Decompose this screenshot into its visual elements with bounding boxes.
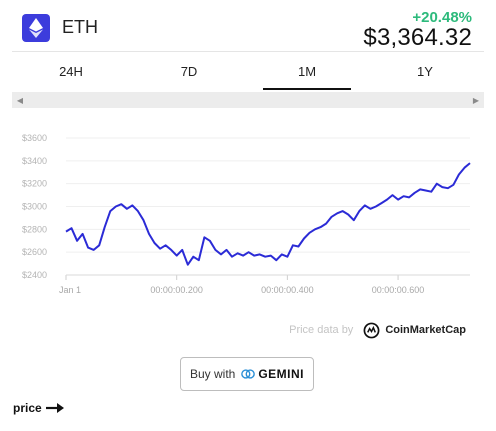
price-chart[interactable]: $3600 $3400 $3200 $3000 $2800 $2600 $2400 Jan … [0, 116, 496, 306]
chart-gridlines [66, 137, 470, 276]
triangle-right-icon[interactable]: ▶ [472, 95, 480, 105]
gemini-brand: GEMINI [258, 367, 305, 381]
y-tick-label: $2400 [22, 270, 47, 280]
y-tick-label: $3600 [22, 133, 47, 143]
tab-7d[interactable]: 7D [180, 63, 198, 79]
tab-1y[interactable]: 1Y [417, 63, 433, 79]
price-label: price [13, 401, 42, 415]
x-tick-label: 00:00:00.200 [150, 285, 203, 295]
coin-name: ETH [62, 17, 98, 37]
credit-prefix: Price data by [289, 324, 354, 336]
x-tick-label: 00:00:00.400 [261, 285, 314, 295]
price-link[interactable]: price [13, 401, 64, 415]
tab-1m[interactable]: 1M [248, 52, 366, 90]
coin-header: ETH +20.48% $3,364.32 [0, 0, 496, 56]
x-axis-ticks: Jan 1 00:00:00.200 00:00:00.400 00:00:00.60… [59, 274, 470, 295]
buy-label: Buy with [189, 367, 236, 381]
triangle-left-icon[interactable]: ◀ [16, 95, 24, 105]
current-price: $3,364.32 [363, 24, 472, 51]
y-tick-label: $3200 [22, 179, 47, 189]
y-tick-label: $2600 [22, 247, 47, 257]
x-tick-label: Jan 1 [59, 285, 81, 295]
tab-24h[interactable]: 24H [59, 63, 83, 79]
gemini-logo-icon [241, 369, 256, 379]
coinmarketcap-logo-icon [363, 322, 380, 338]
header-divider [12, 51, 484, 52]
arrow-right-icon [45, 403, 64, 413]
price-line-series [65, 162, 471, 266]
chart-scrollbar[interactable]: ◀ ▶ [12, 92, 484, 108]
x-tick-label: 00:00:00.600 [372, 285, 425, 295]
y-axis-ticks: $3600 $3400 $3200 $3000 $2800 $2600 $2400 [22, 133, 47, 280]
data-credit[interactable]: Price data by CoinMarketCap [289, 320, 466, 340]
credit-brand: CoinMarketCap [385, 324, 466, 336]
price-change-percent: +20.48% [412, 9, 472, 26]
y-tick-label: $3000 [22, 202, 47, 212]
buy-with-gemini-button[interactable]: Buy with GEMINI [180, 357, 314, 391]
time-range-tabs: 24H 7D 1M 1Y [12, 52, 484, 90]
y-tick-label: $2800 [22, 224, 47, 234]
ethereum-diamond-icon [22, 14, 50, 42]
y-tick-label: $3400 [22, 156, 47, 166]
